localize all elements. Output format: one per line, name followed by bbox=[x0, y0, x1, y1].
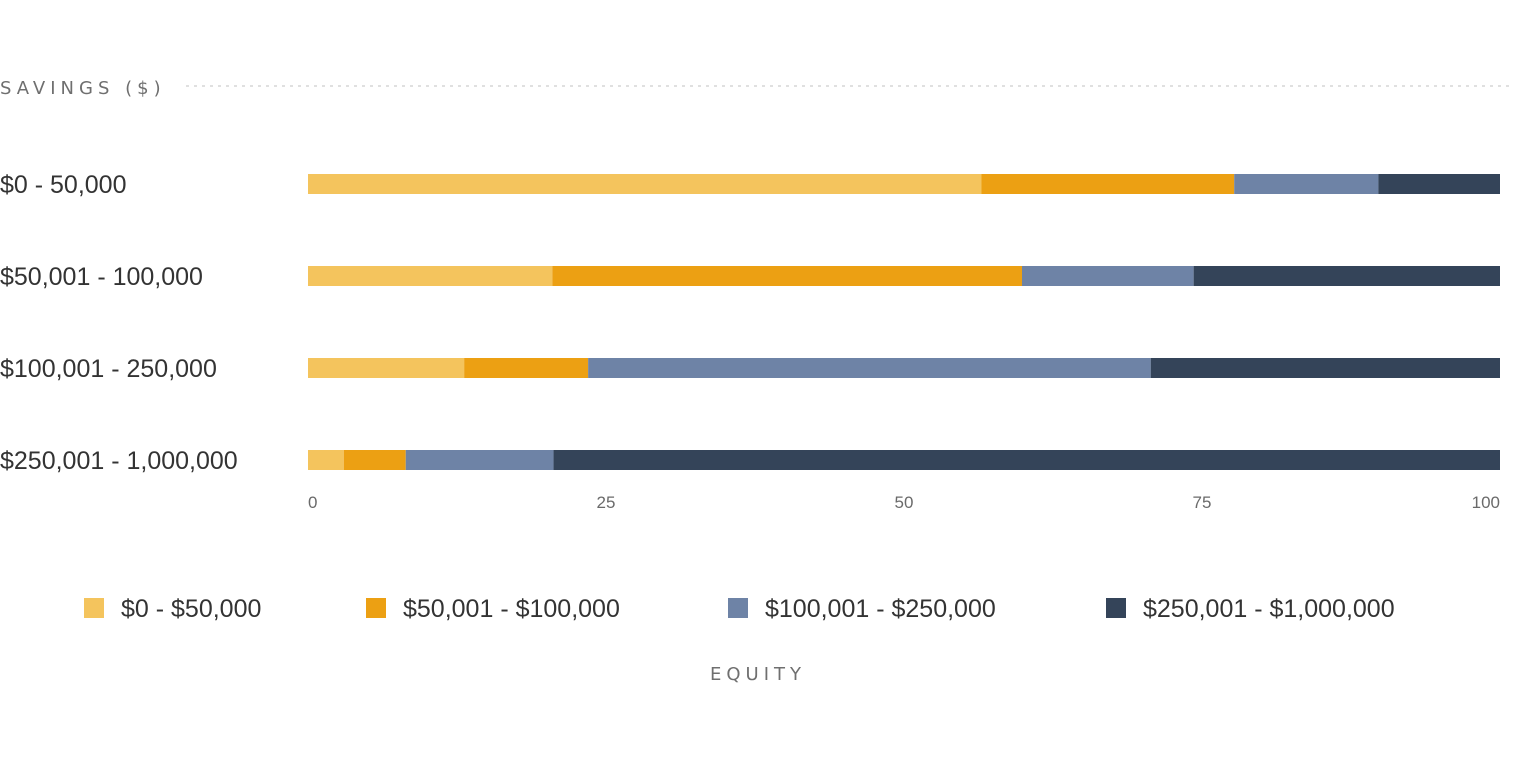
legend-label: $100,001 - $250,000 bbox=[765, 595, 996, 623]
category-label: $250,001 - 1,000,000 bbox=[0, 447, 238, 475]
bar-segment bbox=[553, 450, 1500, 470]
x-tick-label: 75 bbox=[1193, 493, 1212, 512]
bar-segment bbox=[343, 450, 406, 470]
legend: $0 - $50,000 $50,001 - $100,000 $100,001 -… bbox=[84, 595, 1395, 623]
bar-segment bbox=[1022, 266, 1194, 286]
bar-segment bbox=[308, 174, 982, 194]
legend-item: $100,001 - $250,000 bbox=[728, 595, 996, 623]
bar-segment bbox=[308, 266, 553, 286]
bar-segment bbox=[588, 358, 1151, 378]
bars bbox=[308, 174, 1500, 470]
x-axis-title: EQUITY bbox=[710, 664, 806, 685]
legend-label: $50,001 - $100,000 bbox=[403, 595, 620, 623]
legend-swatch bbox=[84, 598, 104, 618]
category-label: $100,001 - 250,000 bbox=[0, 355, 217, 383]
legend-label: $0 - $50,000 bbox=[121, 595, 261, 623]
y-axis-title: SAVINGS ($) bbox=[0, 78, 166, 99]
category-label: $50,001 - 100,000 bbox=[0, 263, 203, 291]
legend-swatch bbox=[366, 598, 386, 618]
legend-item: $50,001 - $100,000 bbox=[366, 595, 620, 623]
x-tick-label: 0 bbox=[308, 493, 317, 512]
x-tick-label: 100 bbox=[1472, 493, 1500, 512]
bar-segment bbox=[1193, 266, 1500, 286]
x-axis-ticks: 0 25 50 75 100 bbox=[308, 493, 1500, 512]
legend-label: $250,001 - $1,000,000 bbox=[1143, 595, 1395, 623]
bar-segment bbox=[308, 358, 465, 378]
x-tick-label: 25 bbox=[597, 493, 616, 512]
bar-segment bbox=[1150, 358, 1500, 378]
bar-segment bbox=[1378, 174, 1500, 194]
category-labels: $0 - 50,000 $50,001 - 100,000 $100,001 - 2… bbox=[0, 171, 238, 475]
x-tick-label: 50 bbox=[895, 493, 914, 512]
legend-item: $0 - $50,000 bbox=[84, 595, 261, 623]
bar-segment bbox=[552, 266, 1023, 286]
bar-segment bbox=[308, 450, 344, 470]
category-label: $0 - 50,000 bbox=[0, 171, 127, 199]
legend-swatch bbox=[1106, 598, 1126, 618]
bar-segment bbox=[464, 358, 589, 378]
bar-segment bbox=[405, 450, 554, 470]
legend-item: $250,001 - $1,000,000 bbox=[1106, 595, 1395, 623]
bar-segment bbox=[1234, 174, 1379, 194]
legend-swatch bbox=[728, 598, 748, 618]
bar-segment bbox=[981, 174, 1235, 194]
